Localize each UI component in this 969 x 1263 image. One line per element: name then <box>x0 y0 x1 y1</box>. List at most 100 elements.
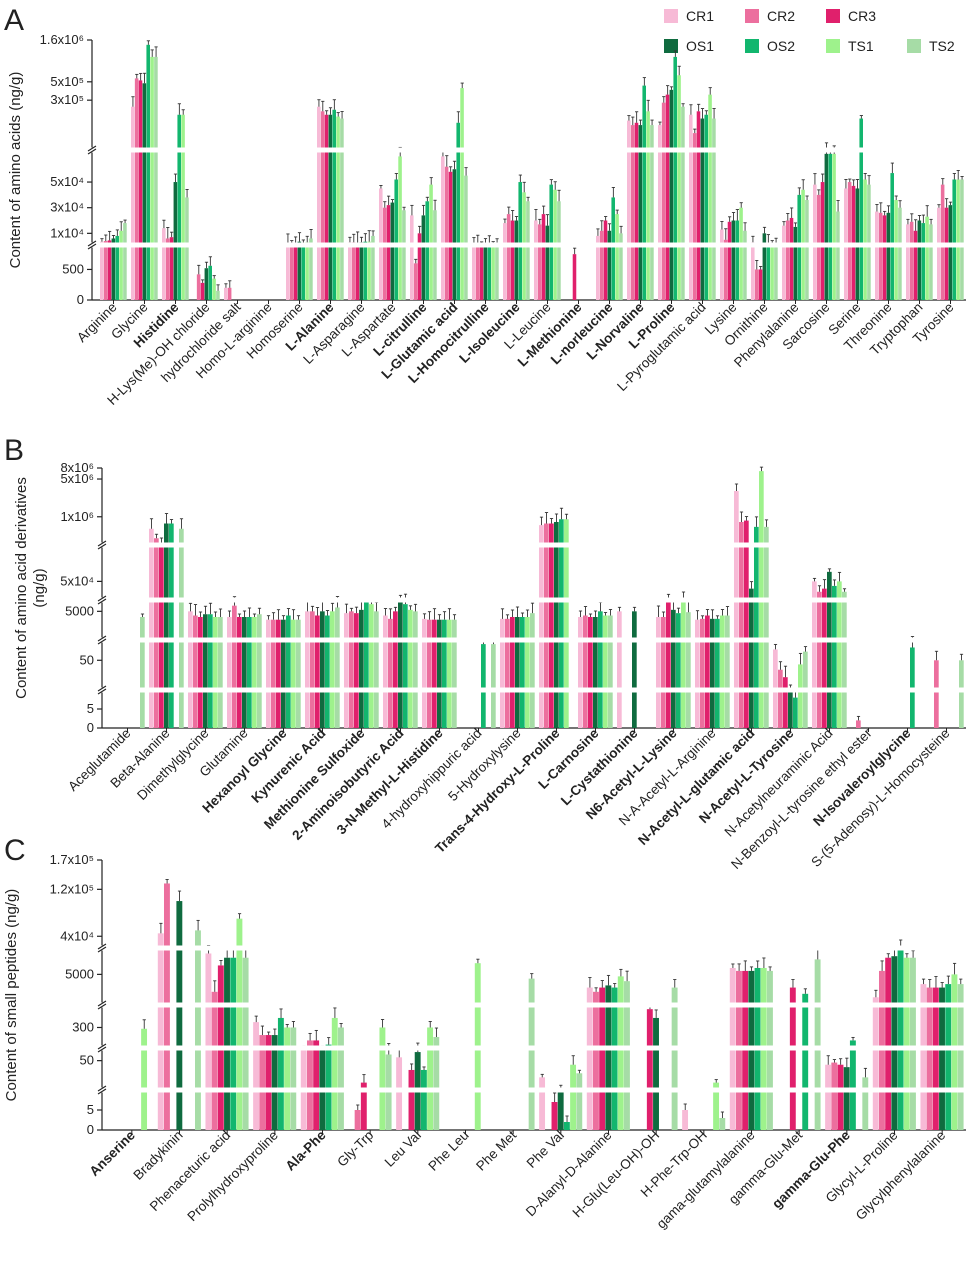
bar-b-16-os1 <box>749 588 754 728</box>
bar-b-18-cr1 <box>812 581 817 728</box>
bar-b-17-os1 <box>788 690 793 728</box>
bar-b-7-ts2 <box>413 611 418 728</box>
bar-a-11-os1 <box>452 169 457 300</box>
panel-b-y-tick-label: 0 <box>87 720 94 735</box>
bar-c-2-cr1 <box>205 953 212 1130</box>
bar-a-3-cr3 <box>200 282 205 300</box>
bar-b-6-os2 <box>364 602 369 728</box>
panel-b-axis-breaks <box>97 540 966 695</box>
bar-b-10-cr3 <box>510 616 515 728</box>
bar-a-0-ts2 <box>123 223 127 300</box>
axis-break-mark <box>97 943 107 950</box>
bar-a-9-ts2 <box>402 210 406 300</box>
bar-c-1-cr1 <box>157 933 164 1130</box>
bar-a-26-ts2 <box>929 224 933 300</box>
bar-c-16-cr1 <box>872 997 879 1130</box>
bar-b-12-cr1 <box>578 616 583 728</box>
bar-a-21-ts1 <box>770 243 774 300</box>
bar-b-12-os1 <box>593 616 598 728</box>
axis-break-mark <box>97 1088 107 1095</box>
axis-break-mark <box>87 148 97 155</box>
bar-c-2-ts2 <box>242 957 249 1130</box>
bar-a-17-cr2 <box>630 125 635 301</box>
bar-a-24-cr2 <box>847 182 852 300</box>
bar-b-3-cr3 <box>237 616 242 728</box>
panel-b-y-tick-label: 50 <box>80 652 94 667</box>
bar-b-11-os1 <box>554 521 559 728</box>
legend-label-ts2: TS2 <box>929 38 955 54</box>
bar-a-3-os2 <box>208 265 212 300</box>
bar-a-25-os1 <box>886 212 891 300</box>
bar-a-18-ts1 <box>677 75 681 300</box>
legend-label-cr2: CR2 <box>767 8 795 24</box>
bar-c-1-ts2 <box>195 930 201 1130</box>
bar-a-11-ts2 <box>464 175 468 300</box>
bar-a-6-cr2 <box>289 243 294 300</box>
bar-b-5-ts1 <box>330 611 335 728</box>
bar-a-0-ts1 <box>119 230 123 300</box>
legend-swatch-cr1 <box>664 9 678 23</box>
bar-a-19-cr1 <box>689 114 693 300</box>
bar-a-19-os2 <box>704 114 708 300</box>
bar-c-4-cr3 <box>313 1040 320 1130</box>
panel-b: B Content of amino acid derivatives(ng/g)… <box>4 434 966 872</box>
bar-a-25-cr1 <box>875 211 879 300</box>
bar-c-17-ts2 <box>957 984 964 1130</box>
bar-b-14-os2 <box>676 613 681 728</box>
panel-a-y-axis: 0 500 1x10⁴ 3x10⁴ 5x10⁴ 3x10⁵ 5x10⁵ 1.6x10⁶ <box>40 32 93 307</box>
bar-b-9-os2 <box>481 644 486 728</box>
bar-a-10-os2 <box>425 201 429 300</box>
bar-a-26-cr1 <box>906 224 910 300</box>
bar-a-10-cr1 <box>410 215 414 300</box>
bar-c-17-ts1 <box>951 974 958 1130</box>
axis-break-band <box>99 597 966 603</box>
bar-b-4-ts2 <box>296 619 301 728</box>
category-label: D-Alanyl-D-Alanine <box>523 1128 615 1220</box>
bar-b-5-cr1 <box>305 611 310 728</box>
bar-a-0-cr2 <box>103 241 108 300</box>
axis-break-mark <box>97 1046 107 1053</box>
bar-a-27-os1 <box>948 205 953 300</box>
bar-c-11-cr3 <box>646 1009 653 1130</box>
legend-label-ts1: TS1 <box>848 38 874 54</box>
bar-b-5-cr3 <box>315 615 320 728</box>
bar-b-2-cr2 <box>193 615 198 728</box>
bar-a-14-cr3 <box>541 214 546 300</box>
bar-b-16-os2 <box>754 526 759 728</box>
bar-a-7-cr2 <box>320 111 325 301</box>
bar-c-4-os2 <box>325 1044 332 1130</box>
bar-a-8-ts2 <box>371 235 375 300</box>
bar-b-13-os1 <box>632 611 637 728</box>
category-label: Prolylhydroxyproline <box>184 1128 281 1225</box>
bar-a-1-ts2 <box>154 56 158 301</box>
panel-b-y-axis-label: Content of amino acid derivatives(ng/g) <box>13 477 48 699</box>
bar-b-1-cr3 <box>159 545 164 728</box>
bar-c-16-ts1 <box>903 957 910 1130</box>
bar-a-2-cr1 <box>162 228 166 300</box>
bar-c-4-cr2 <box>307 1040 313 1130</box>
bar-b-3-cr1 <box>227 616 232 728</box>
bar-b-7-os2 <box>403 604 408 728</box>
bar-b-21-ts2 <box>959 660 964 728</box>
bar-b-13-cr1 <box>617 611 622 728</box>
bar-a-23-cr3 <box>820 182 825 300</box>
bar-b-16-ts2 <box>764 526 769 728</box>
bar-a-4-cr1 <box>224 287 228 300</box>
bar-a-25-ts2 <box>898 207 902 300</box>
bar-a-19-cr2 <box>692 133 697 300</box>
bar-b-2-os2 <box>208 614 213 728</box>
bar-b-18-os1 <box>827 571 832 728</box>
panel-c-y-tick-label: 1.2x10⁵ <box>50 881 94 896</box>
bar-b-8-cr1 <box>422 618 427 728</box>
axis-break-band <box>89 242 966 248</box>
bar-c-9-cr3 <box>551 1102 558 1130</box>
bar-c-1-os1 <box>176 901 183 1130</box>
bar-a-12-cr2 <box>475 244 480 300</box>
bar-b-9-ts2 <box>491 644 496 728</box>
bar-a-7-ts1 <box>336 116 340 301</box>
bar-a-18-ts2 <box>681 106 685 301</box>
bar-c-3-cr2 <box>259 1035 266 1130</box>
legend-swatch-ts2 <box>907 39 921 53</box>
bar-a-1-ts1 <box>150 56 154 301</box>
